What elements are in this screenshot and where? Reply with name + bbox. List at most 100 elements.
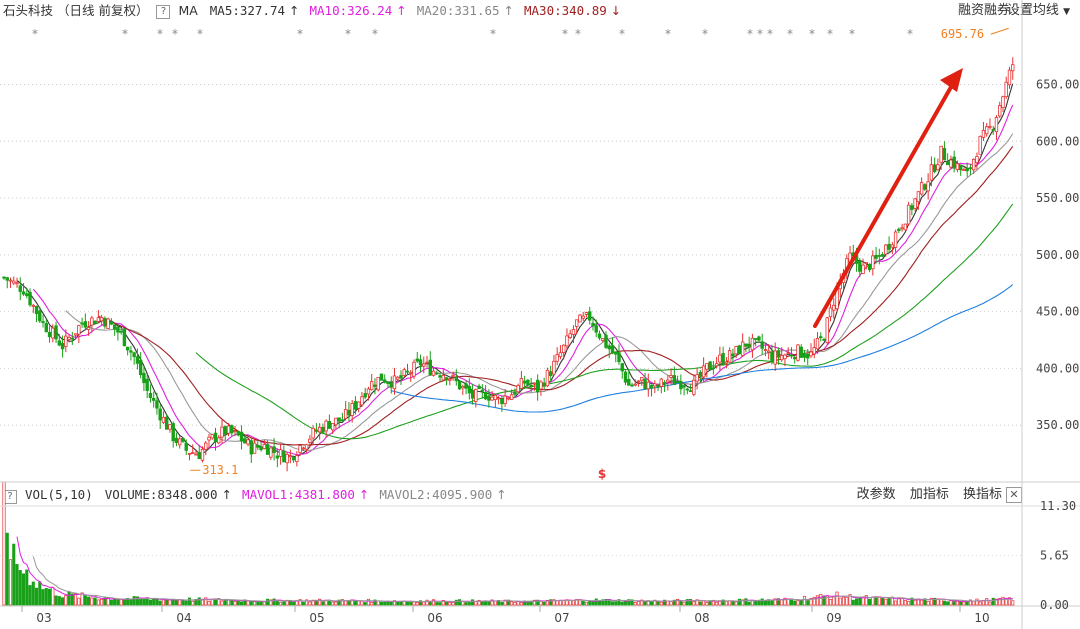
volume-bar [389, 601, 393, 606]
volume-bar [119, 598, 123, 606]
ma20-value: MA20:331.65 [416, 3, 500, 18]
candle-body [8, 279, 13, 282]
volume-bar [796, 600, 800, 606]
period-label: （日线 前复权） [57, 3, 149, 18]
volume-bar [458, 599, 462, 606]
candle-body [614, 351, 618, 355]
candle-body [897, 228, 901, 232]
volume-bar [321, 601, 325, 606]
ma5-arrow-icon: ↑ [289, 3, 300, 18]
candle-body [913, 198, 917, 209]
candle-body [659, 378, 664, 387]
volume-bar [584, 601, 589, 606]
volume-bar [783, 597, 787, 606]
candle-body [747, 343, 751, 348]
volume-bar [207, 600, 211, 606]
candle-body [796, 344, 800, 361]
candle-body [744, 343, 748, 347]
candle-body [90, 317, 94, 326]
switch-indicator-button[interactable]: 换指标 [962, 487, 1002, 502]
volume-bar [168, 599, 172, 606]
volume-bar [881, 597, 885, 606]
candle-body [740, 341, 745, 356]
chevron-down-icon: ▼ [1063, 7, 1070, 17]
candle-body [874, 254, 878, 259]
candle-body [236, 431, 240, 436]
volume-bar [871, 596, 875, 606]
candle-body [867, 263, 872, 271]
volume-bar [640, 599, 644, 606]
volume-tick-label: 11.30 [1040, 499, 1076, 513]
volume-bar [802, 595, 807, 606]
candle-body [243, 438, 247, 444]
volume-bar [100, 598, 104, 606]
dividend-marker-icon: $ [598, 467, 606, 481]
volume-bar [51, 587, 55, 606]
volume-bar [480, 601, 484, 606]
volume-bar [565, 599, 569, 606]
event-marker-icon: * [702, 27, 708, 41]
candle-body [304, 444, 309, 450]
volume-bar [373, 599, 377, 606]
candle-body [653, 383, 657, 387]
volume-bar [116, 599, 120, 606]
volume-bar [184, 600, 188, 606]
candle-body [226, 425, 231, 434]
volume-bar [737, 598, 741, 606]
candle-body [666, 379, 670, 383]
volume-bar [500, 601, 504, 606]
volume-bar [331, 601, 335, 606]
event-marker-icon: * [345, 27, 351, 41]
candle-body [148, 393, 153, 399]
volume-bar [471, 599, 475, 606]
volume-bar [663, 599, 667, 606]
volume-bar [627, 599, 631, 606]
time-tick-label: 05 [309, 611, 324, 625]
stock-name: 石头科技 [3, 3, 54, 18]
candle-body [965, 167, 969, 172]
volume-bar [490, 599, 494, 606]
volume-bar [633, 601, 637, 606]
volume-bar [855, 598, 859, 606]
candle-body [93, 320, 97, 325]
volume-bar [877, 596, 881, 606]
candle-body [370, 381, 374, 391]
volume-bar [549, 599, 553, 606]
volume-bar [822, 595, 826, 606]
volume-bar [620, 601, 624, 606]
volume-bar [12, 543, 16, 606]
volume-bar [25, 569, 29, 606]
volume-bar [262, 601, 266, 606]
candle-body [343, 409, 348, 419]
ma-label: MA [178, 3, 198, 18]
candle-body [44, 323, 49, 333]
candle-body [321, 426, 325, 433]
volume-bar [819, 593, 823, 606]
candle-body [73, 333, 78, 336]
volume-bar [366, 598, 371, 606]
volume-bar [444, 601, 449, 606]
candle-body [880, 254, 885, 257]
candle-body [31, 304, 35, 307]
candle-body [822, 338, 826, 341]
candle-body [565, 335, 569, 347]
candle-body [757, 336, 761, 341]
volume-bar [461, 601, 465, 606]
add-indicator-button[interactable]: 加指标 [909, 487, 949, 502]
ma-settings-link[interactable]: 设置均线 ▼ [1007, 0, 1070, 23]
margin-trading-link[interactable]: 融资融券 [957, 3, 1010, 18]
volume-bar [422, 601, 426, 606]
volume-bar [220, 600, 224, 606]
candle-body [597, 333, 602, 339]
volume-bar [841, 596, 846, 606]
event-marker-icon: * [827, 27, 833, 41]
candle-body [766, 350, 771, 353]
candle-body [581, 315, 585, 319]
change-params-button[interactable]: 改参数 [856, 487, 896, 502]
candle-body [607, 345, 611, 350]
candle-body [301, 447, 306, 450]
volume-bar [926, 600, 930, 606]
ma10-line [32, 104, 1014, 456]
candle-body [337, 417, 341, 422]
help-icon[interactable]: ? [156, 5, 171, 19]
